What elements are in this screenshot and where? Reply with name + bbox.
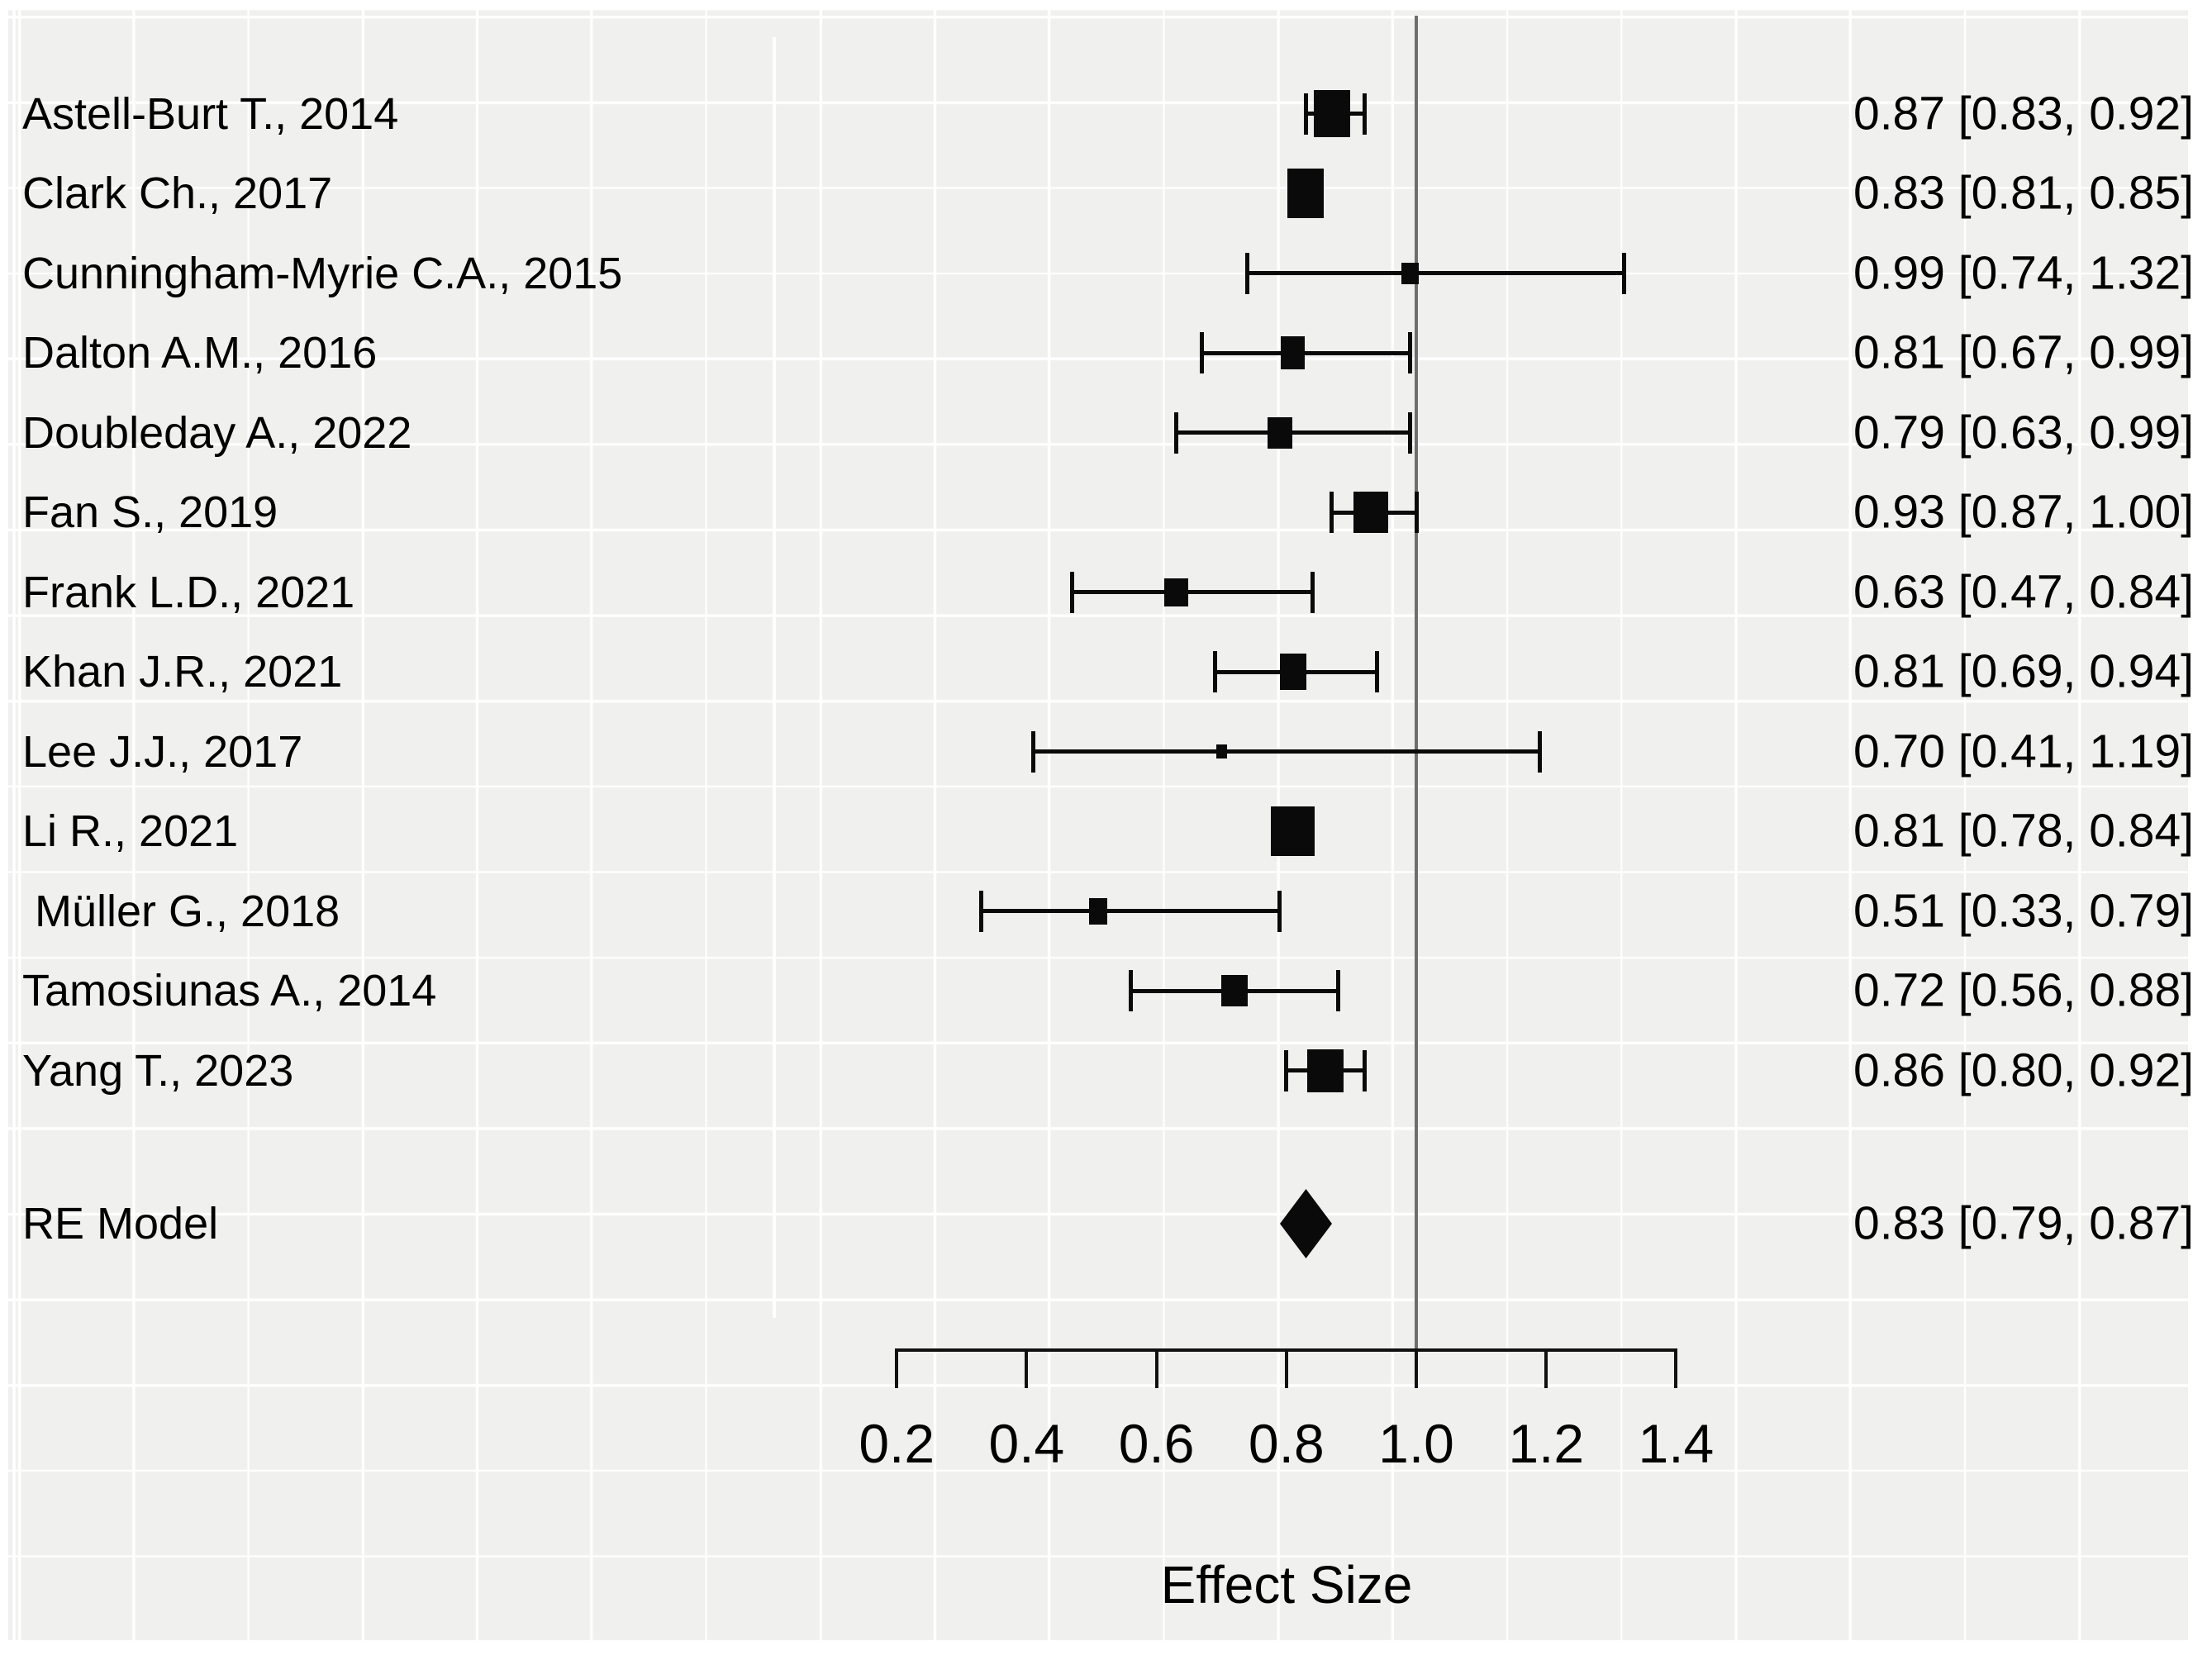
x-axis-tick [1674,1348,1678,1388]
effect-marker [1279,654,1306,690]
ci-cap-left [1303,93,1308,135]
effect-annotation: 0.87 [0.83, 0.92] [1853,87,2194,140]
study-label: Frank L.D., 2021 [22,567,355,617]
ci-cap-right [1375,651,1380,692]
effect-marker [1281,336,1306,369]
effect-marker [1163,578,1188,606]
panel-left-gridline [773,37,776,1318]
study-label: Müller G., 2018 [22,886,340,936]
x-axis-tick [895,1348,899,1388]
ci-line [1176,430,1410,435]
ci-line [1201,350,1410,355]
ci-cap-left [1284,1049,1289,1091]
effect-annotation: 0.99 [0.74, 1.32] [1853,246,2194,299]
study-label: Dalton A.M., 2016 [22,328,378,378]
effect-annotation: 0.63 [0.47, 0.84] [1853,565,2194,618]
plot-panel [8,8,2188,1641]
effect-marker [1267,416,1292,449]
study-label: Li R., 2021 [22,806,239,856]
effect-marker [1271,806,1315,856]
x-axis-tick [1025,1348,1029,1388]
x-axis-tick [1154,1348,1158,1388]
study-label: Cunningham-Myrie C.A., 2015 [22,248,623,298]
effect-marker [1220,975,1248,1006]
ci-cap-left [1030,730,1035,773]
effect-annotation: 0.93 [0.87, 1.00] [1853,485,2194,539]
x-axis-title: Effect Size [1160,1555,1413,1615]
effect-marker [1287,169,1325,218]
ci-cap-right [1362,1049,1367,1091]
ci-cap-right [1622,252,1627,294]
effect-annotation: 0.51 [0.33, 0.79] [1853,884,2194,937]
ci-line [1033,749,1540,754]
effect-annotation: 0.81 [0.69, 0.94] [1853,644,2194,698]
effect-annotation: 0.81 [0.67, 0.99] [1853,326,2194,379]
x-axis-tick [1544,1348,1548,1388]
study-label: Tamosiunas A., 2014 [22,966,437,1015]
study-label: Yang T., 2023 [22,1045,294,1096]
ci-cap-left [1128,970,1133,1011]
ci-cap-right [1414,492,1419,533]
summary-annotation: 0.83 [0.79, 0.87] [1853,1196,2194,1250]
effect-marker [1088,897,1107,925]
study-label: Clark Ch., 2017 [22,169,333,218]
ci-line [981,909,1280,913]
ci-cap-left [1330,492,1334,533]
ci-cap-left [1069,571,1074,613]
study-label: Astell-Burt T., 2014 [22,88,399,139]
ci-cap-left [1173,411,1178,454]
ci-cap-right [1407,411,1412,454]
x-axis-tick-label: 1.2 [1508,1413,1585,1474]
effect-marker [1215,744,1227,759]
ci-cap-left [1200,332,1205,373]
study-label: Lee J.J., 2017 [22,726,303,777]
effect-annotation: 0.83 [0.81, 0.85] [1853,166,2194,220]
ci-cap-right [1277,890,1282,932]
ci-cap-right [1407,332,1412,373]
x-axis-tick [1415,1348,1418,1388]
summary-label: RE Model [22,1199,219,1248]
effect-annotation: 0.70 [0.41, 1.19] [1853,725,2194,778]
study-label: Fan S., 2019 [22,487,278,537]
study-label: Khan J.R., 2021 [22,647,343,697]
x-axis-tick-label: 0.2 [859,1413,935,1474]
reference-line [1415,16,1418,1348]
ci-cap-left [1245,252,1250,294]
effect-marker [1401,262,1419,284]
x-axis-tick-label: 0.8 [1248,1413,1325,1474]
effect-marker [1313,90,1350,137]
x-axis-tick-label: 0.6 [1118,1413,1195,1474]
ci-cap-right [1310,571,1315,613]
study-label: Doubleday A., 2022 [22,407,412,458]
effect-annotation: 0.79 [0.63, 0.99] [1853,406,2194,459]
effect-marker [1306,1049,1344,1092]
ci-cap-right [1362,93,1367,135]
ci-cap-left [978,890,983,932]
ci-cap-right [1537,730,1542,773]
effect-annotation: 0.72 [0.56, 0.88] [1853,963,2194,1017]
effect-annotation: 0.81 [0.78, 0.84] [1853,804,2194,858]
ci-line [1247,271,1625,275]
x-axis-tick [1284,1348,1288,1388]
effect-marker [1353,492,1388,533]
x-axis-tick-label: 1.0 [1378,1413,1454,1474]
ci-cap-left [1212,651,1217,692]
x-axis-tick-label: 1.4 [1638,1413,1715,1474]
ci-cap-right [1336,970,1341,1011]
ci-line [1072,590,1313,594]
effect-annotation: 0.86 [0.80, 0.92] [1853,1044,2194,1096]
x-axis-tick-label: 0.4 [988,1413,1065,1474]
